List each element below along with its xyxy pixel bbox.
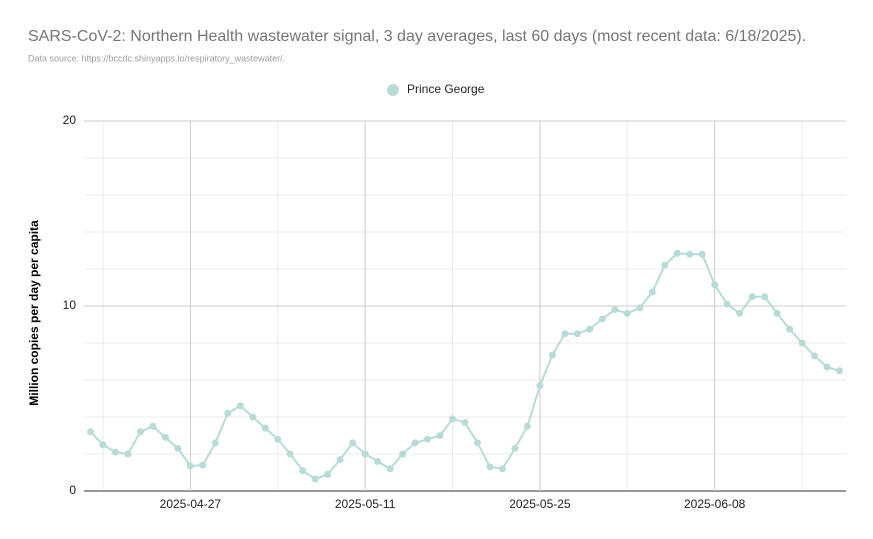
chart-title: SARS-CoV-2: Northern Health wastewater s… (28, 28, 806, 45)
point (386, 465, 394, 473)
point (623, 309, 631, 317)
y-axis-label: Million copies per day per capita (27, 220, 41, 406)
line (89, 252, 840, 481)
point (136, 428, 144, 436)
point (411, 439, 419, 447)
point (548, 351, 556, 359)
point (124, 450, 132, 458)
point (823, 363, 831, 371)
point (336, 456, 344, 464)
point (199, 461, 207, 469)
point (274, 435, 282, 443)
legend-marker (387, 84, 399, 96)
point (486, 463, 494, 471)
point (736, 309, 744, 317)
point (436, 432, 444, 439)
point (99, 441, 107, 449)
point (399, 450, 407, 458)
point (324, 470, 332, 478)
point (811, 352, 819, 360)
chart-subtitle: Data source: https://bccdc.shinyapps.io/… (28, 53, 285, 63)
point (111, 448, 119, 456)
point (523, 422, 531, 430)
point (711, 281, 719, 289)
point (573, 330, 581, 338)
point (473, 439, 481, 447)
legend-label: Prince George (407, 82, 485, 96)
point (761, 293, 769, 301)
point (261, 424, 269, 432)
point (249, 413, 257, 421)
point (149, 422, 157, 430)
point (286, 450, 294, 458)
point (211, 439, 219, 447)
y-tick-label: 10 (63, 298, 77, 312)
point (661, 261, 669, 269)
y-tick-label: 0 (69, 483, 76, 497)
x-tick-label: 2025-05-25 (509, 497, 571, 511)
point (648, 288, 656, 296)
point (536, 382, 544, 390)
x-tick-label: 2025-04-27 (160, 497, 222, 511)
point (773, 309, 781, 317)
point (161, 433, 169, 441)
point (174, 444, 182, 452)
point (311, 475, 319, 483)
point (636, 304, 644, 312)
point (836, 367, 844, 375)
point (698, 250, 706, 258)
point (186, 462, 194, 470)
point (236, 402, 244, 410)
point (224, 409, 232, 417)
point (786, 325, 794, 333)
point (686, 250, 694, 258)
point (611, 306, 619, 314)
point (748, 293, 756, 301)
point (461, 419, 469, 427)
y-tick-label: 20 (63, 113, 77, 127)
point (449, 415, 457, 423)
point (798, 339, 806, 347)
point (723, 300, 731, 308)
point (498, 465, 506, 473)
point (374, 457, 382, 465)
point (361, 450, 369, 458)
point (349, 439, 357, 447)
point (598, 315, 606, 323)
point (511, 444, 519, 452)
point (561, 330, 569, 338)
point (86, 428, 94, 436)
point (299, 467, 307, 475)
x-tick-label: 2025-06-08 (684, 497, 746, 511)
point (586, 325, 594, 333)
point (424, 435, 432, 443)
point (673, 249, 681, 257)
x-tick-label: 2025-05-11 (335, 497, 396, 511)
